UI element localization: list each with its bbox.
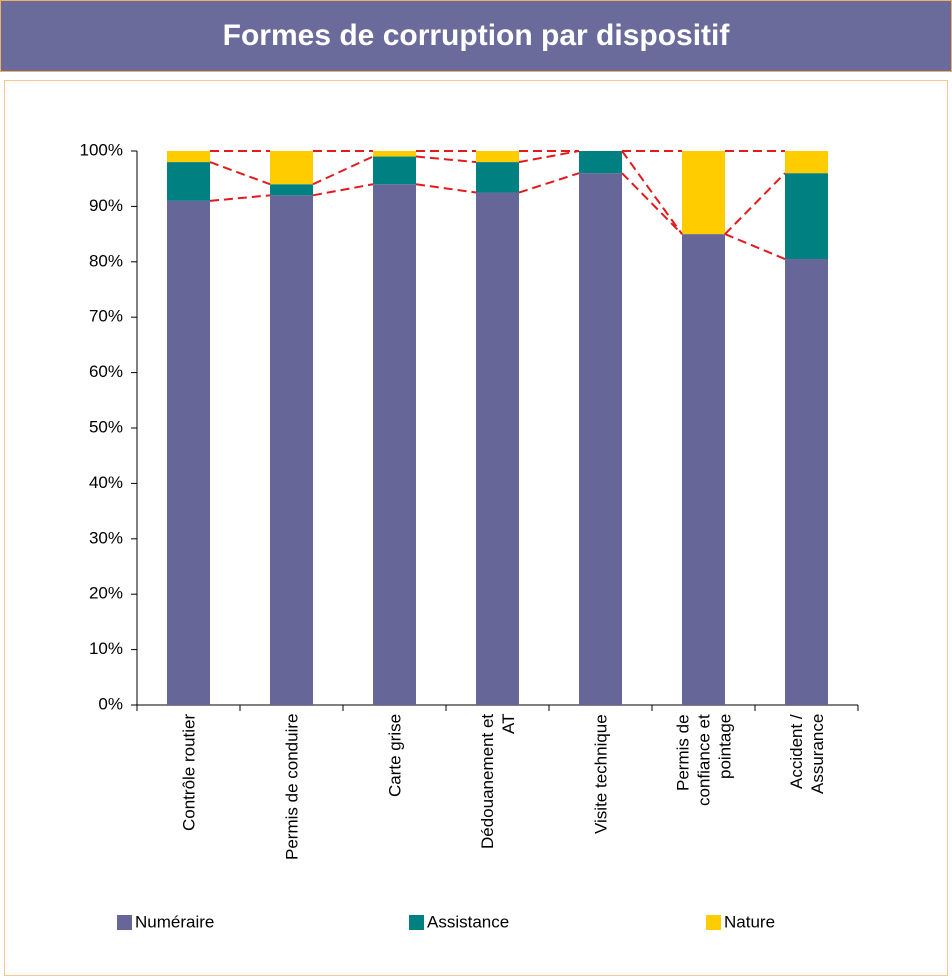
- y-tick-label: 70%: [89, 307, 123, 326]
- x-tick-label: Dédouanement et AT: [477, 714, 518, 850]
- bar-segment: [270, 151, 313, 185]
- bar-segment: [476, 151, 519, 163]
- bar-segment: [476, 162, 519, 193]
- bar-segment: [270, 184, 313, 196]
- legend-swatch: [706, 915, 721, 930]
- series-line: [209, 194, 271, 202]
- bar-segment: [167, 151, 210, 163]
- bar-segment: [476, 192, 519, 706]
- y-tick-label: 80%: [89, 251, 123, 270]
- bar-segment: [682, 234, 725, 705]
- bar-segment: [579, 173, 622, 705]
- series-line: [415, 183, 477, 194]
- legend-swatch: [409, 915, 424, 930]
- series-line: [312, 155, 374, 186]
- y-tick-label: 60%: [89, 362, 123, 381]
- x-tick-label: Carte grise: [385, 714, 404, 798]
- legend-label: Nature: [724, 912, 775, 931]
- y-tick-label: 100%: [80, 140, 123, 159]
- bar-segment: [785, 151, 828, 174]
- y-tick-label: 30%: [89, 528, 123, 547]
- series-line: [518, 172, 580, 194]
- legend-label: Numéraire: [135, 912, 214, 931]
- frame: [4, 80, 948, 976]
- bar-segment: [682, 151, 725, 235]
- bar-segment: [785, 173, 828, 260]
- y-tick-label: 10%: [89, 639, 123, 658]
- y-tick-label: 40%: [89, 473, 123, 492]
- series-line: [724, 172, 786, 235]
- bar-segment: [373, 156, 416, 185]
- legend-label: Assistance: [427, 912, 509, 931]
- y-tick-label: 90%: [89, 196, 123, 215]
- bar-segment: [579, 151, 622, 174]
- bar-segment: [270, 195, 313, 705]
- x-tick-label: Permis de conduire: [282, 714, 301, 861]
- series-line: [621, 150, 683, 235]
- series-line: [621, 172, 683, 235]
- y-tick-label: 50%: [89, 417, 123, 436]
- bar-segment: [167, 162, 210, 201]
- x-tick-label: Contrôle routier: [179, 714, 198, 832]
- y-tick-label: 0%: [98, 694, 123, 713]
- series-line: [724, 233, 786, 260]
- bar-segment: [167, 200, 210, 706]
- series-line: [209, 161, 271, 186]
- series-line: [518, 150, 580, 164]
- bar-segment: [785, 259, 828, 705]
- chart-title: Formes de corruption par dispositif: [0, 0, 952, 72]
- x-tick-label: Visite technique: [591, 714, 610, 834]
- x-tick-label: Accident / Assurance: [786, 714, 827, 795]
- series-line: [312, 183, 374, 197]
- series-line: [415, 155, 477, 164]
- bar-segment: [373, 151, 416, 157]
- y-tick-label: 20%: [89, 584, 123, 603]
- legend-swatch: [117, 915, 132, 930]
- x-tick-label: Permis de confiance et pointage: [673, 714, 734, 806]
- bar-segment: [373, 184, 416, 706]
